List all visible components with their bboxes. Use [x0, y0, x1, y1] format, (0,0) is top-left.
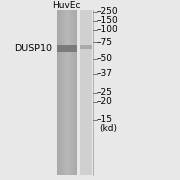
Bar [60, 10, 61, 175]
Text: –25: –25 [96, 88, 112, 97]
Bar [64, 10, 65, 175]
Bar [80, 10, 92, 175]
Bar [76, 10, 77, 175]
Bar [67, 10, 68, 175]
Text: –250: –250 [96, 7, 118, 16]
Bar [72, 10, 73, 175]
Text: –37: –37 [96, 69, 112, 78]
Bar [74, 10, 75, 175]
Text: –20: –20 [96, 97, 112, 106]
Text: –150: –150 [96, 16, 118, 25]
Bar [57, 10, 77, 175]
Bar [70, 10, 71, 175]
Bar [63, 10, 64, 175]
Bar [57, 10, 58, 175]
Text: HuvEc: HuvEc [52, 1, 81, 10]
Bar [75, 10, 76, 175]
Bar [69, 10, 70, 175]
Text: –15: –15 [96, 115, 112, 124]
Bar [73, 10, 74, 175]
Bar [71, 10, 72, 175]
Bar [68, 10, 69, 175]
Bar [80, 45, 92, 49]
Text: –100: –100 [96, 25, 118, 34]
Text: –75: –75 [96, 38, 112, 47]
Bar [65, 10, 66, 175]
Bar [66, 10, 67, 175]
Bar [58, 10, 59, 175]
Bar [59, 10, 60, 175]
Bar [62, 10, 63, 175]
Text: (kd): (kd) [99, 124, 117, 133]
Text: DUSP10: DUSP10 [14, 44, 52, 53]
Bar [57, 45, 77, 52]
Bar [61, 10, 62, 175]
Text: –50: –50 [96, 54, 112, 63]
